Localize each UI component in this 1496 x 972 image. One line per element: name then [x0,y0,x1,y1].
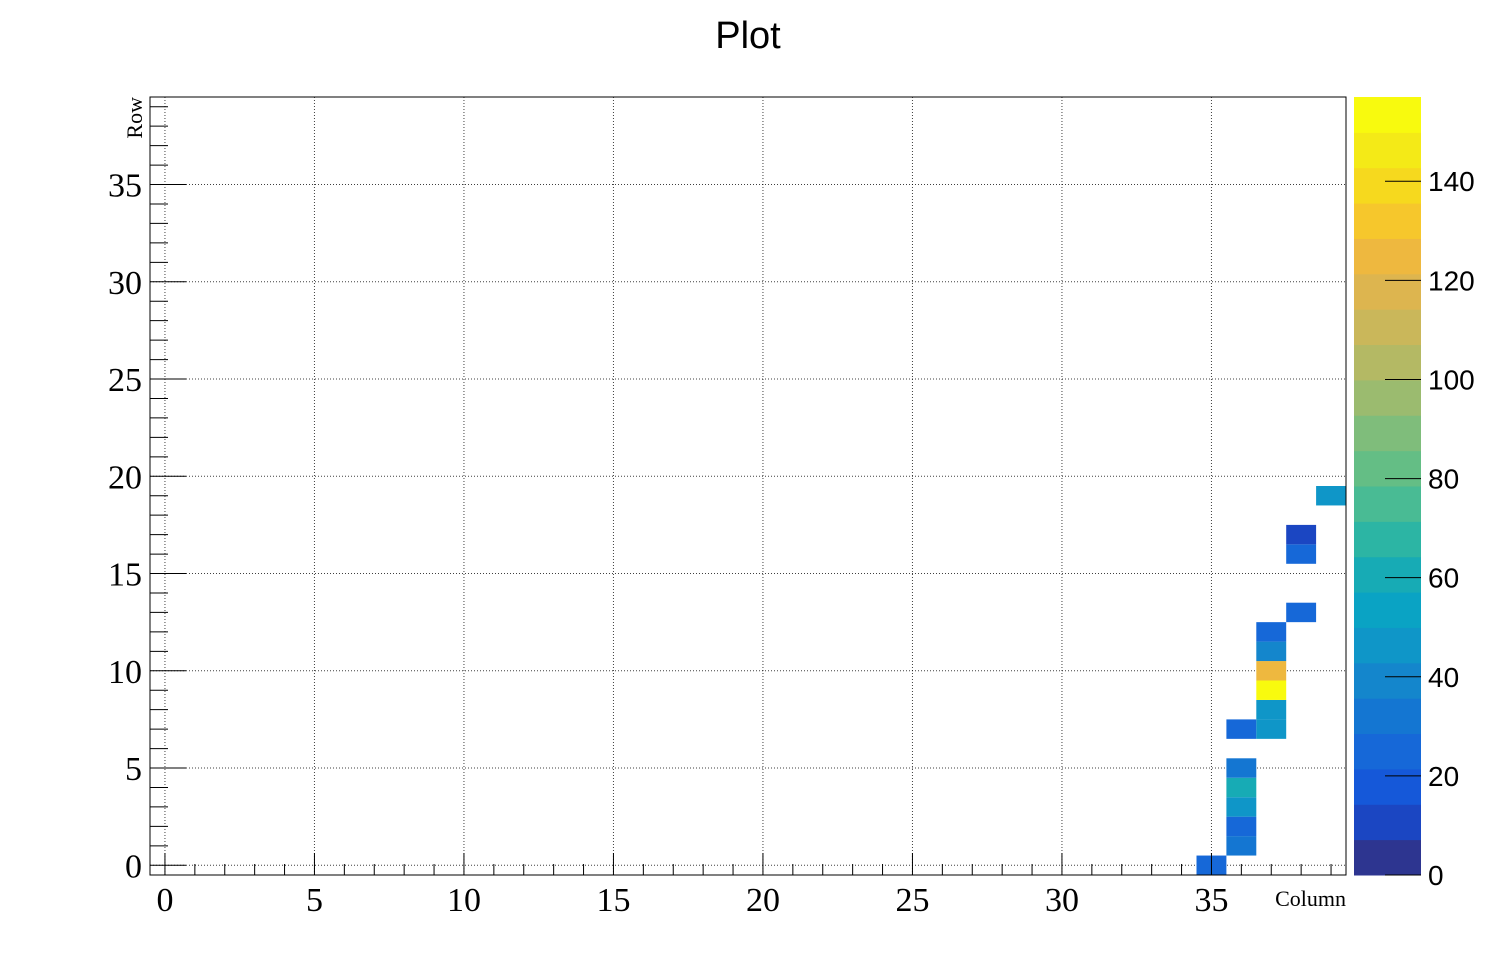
colorbar-band-11 [1354,450,1421,487]
grid-lines [150,97,1346,875]
heatmap-cell-10 [1256,661,1287,681]
colorbar-tick-label-6: 120 [1428,265,1475,296]
colorbar-band-14 [1354,344,1421,381]
colorbar-band-12 [1354,415,1421,452]
x-tick-label-0: 0 [156,882,173,919]
heatmap-cell-9 [1256,680,1287,700]
colorbar-band-17 [1354,238,1421,275]
x-tick-label-7: 35 [1194,882,1228,919]
x-tick-label-3: 15 [596,882,630,919]
colorbar-band-6 [1354,627,1421,664]
y-tick-label-5: 25 [108,362,142,399]
heatmap-cell-3 [1226,797,1257,817]
colorbar-tick-label-4: 80 [1428,464,1459,495]
colorbar-band-1 [1354,804,1421,841]
colorbar-band-4 [1354,698,1421,735]
heatmap-cell-7 [1256,719,1287,739]
colorbar-tick-label-3: 60 [1428,563,1459,594]
x-tick-label-4: 20 [746,882,780,919]
colorbar-band-2 [1354,768,1421,805]
heatmap-cell-2 [1226,816,1257,837]
colorbar-band-18 [1354,203,1421,239]
y-axis-label: Row [122,97,147,139]
heatmap-cell-13 [1286,602,1317,623]
colorbar-band-8 [1354,556,1421,593]
x-axis-label: Column [1275,886,1346,911]
heatmap-cells [1196,486,1346,875]
color-scale: 0 20 40 60 80 100 120 140 [1354,97,1475,891]
colorbar-band-3 [1354,733,1421,770]
heatmap-cell-6 [1226,719,1257,739]
y-tick-label-1: 5 [125,751,142,788]
colorbar-band-5 [1354,662,1421,699]
heatmap-cell-16 [1316,486,1346,506]
chart-title: Plot [715,15,781,57]
colorbar-tick-label-7: 140 [1428,166,1475,197]
heatmap-cell-11 [1256,641,1287,662]
y-tick-label-4: 20 [108,459,142,496]
colorbar-band-20 [1354,132,1421,169]
colorbar-tick-label-2: 40 [1428,662,1459,693]
colorbar-tick-label-5: 100 [1428,364,1475,395]
heatmap-cell-4 [1226,777,1257,798]
colorbar-band-19 [1354,167,1421,204]
colorbar-band-21 [1354,97,1421,133]
heatmap-cell-12 [1256,622,1287,642]
colorbar-band-15 [1354,309,1421,346]
axes: 0 5 10 15 20 25 30 35 0 5 10 15 20 25 30 35 [108,106,1332,919]
heatmap-cell-5 [1226,758,1257,778]
heatmap-cell-8 [1256,699,1287,720]
plot-frame [149,96,1347,876]
x-tick-label-5: 25 [895,882,929,919]
x-tick-label-6: 30 [1045,882,1079,919]
y-tick-label-7: 35 [108,168,142,205]
heatmap-cell-1 [1226,836,1257,856]
y-tick-label-2: 10 [108,654,142,691]
colorbar-band-7 [1354,592,1421,628]
heatmap-cell-15 [1286,524,1317,545]
colorbar-band-9 [1354,521,1421,558]
colorbar-tick-label-0: 0 [1428,860,1444,891]
x-tick-label-2: 10 [447,882,481,919]
colorbar-band-10 [1354,486,1421,522]
colorbar-band-16 [1354,273,1421,310]
y-tick-label-3: 15 [108,557,142,594]
y-tick-label-0: 0 [125,848,142,885]
y-tick-label-6: 30 [108,265,142,302]
x-tick-label-1: 5 [306,882,323,919]
colorbar-band-13 [1354,379,1421,416]
colorbar-band-0 [1354,839,1421,876]
colorbar-tick-label-1: 20 [1428,761,1459,792]
heatmap-cell-14 [1286,544,1317,564]
